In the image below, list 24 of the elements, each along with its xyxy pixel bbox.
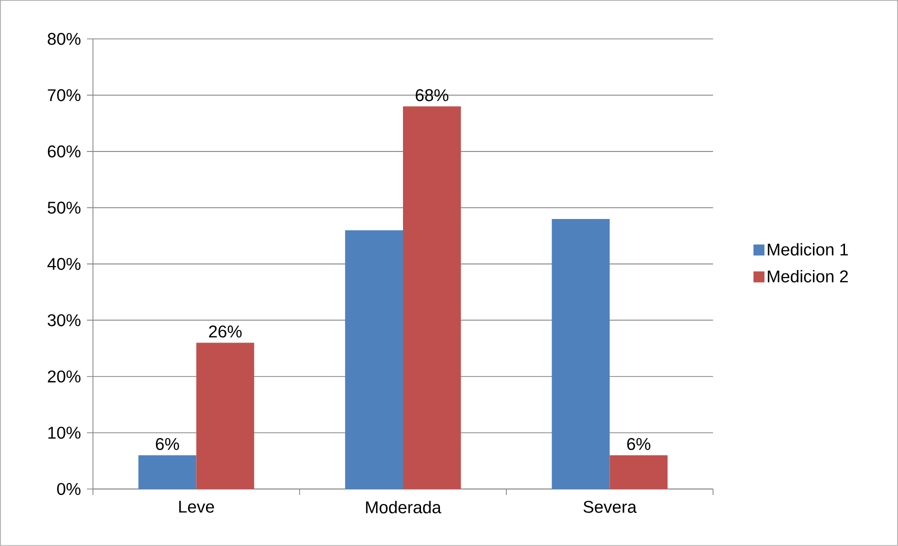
y-tick-label: 20% xyxy=(48,370,80,383)
bar xyxy=(610,455,668,490)
data-label: 6% xyxy=(156,438,180,450)
y-tick-label: 80% xyxy=(48,32,80,45)
y-tick-label: 50% xyxy=(48,202,80,214)
x-tick-label: Moderada xyxy=(366,500,442,514)
y-tick-label: 70% xyxy=(48,89,80,102)
x-tick-label: Leve xyxy=(179,500,214,513)
bar xyxy=(345,230,403,490)
data-label: 26% xyxy=(209,326,242,338)
data-label: 6% xyxy=(627,438,650,450)
y-tick-label: 0% xyxy=(57,483,80,496)
data-label: 68% xyxy=(416,89,448,102)
bar xyxy=(138,455,196,490)
y-tick-label: 60% xyxy=(48,145,80,158)
x-tick-label: Severa xyxy=(584,500,637,513)
legend-label: Medicion 2 xyxy=(768,270,848,282)
y-tick-label: 40% xyxy=(47,258,80,270)
y-tick-label: 30% xyxy=(48,314,80,326)
y-tick-label: 10% xyxy=(48,426,80,439)
bar xyxy=(552,218,610,490)
bar xyxy=(196,342,254,490)
bar xyxy=(402,106,461,490)
legend-label: Medicion 1 xyxy=(768,243,848,256)
